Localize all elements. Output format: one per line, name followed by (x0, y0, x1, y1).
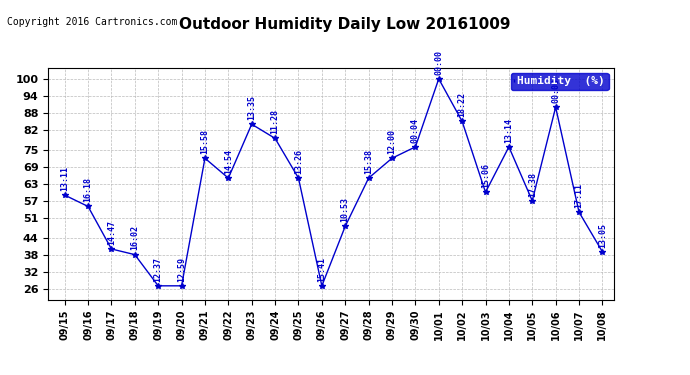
Text: Copyright 2016 Cartronics.com: Copyright 2016 Cartronics.com (7, 17, 177, 27)
Text: 15:58: 15:58 (201, 129, 210, 154)
Text: 11:28: 11:28 (270, 109, 279, 134)
Text: 17:38: 17:38 (528, 171, 537, 196)
Text: 00:00: 00:00 (551, 78, 560, 103)
Text: 15:38: 15:38 (364, 149, 373, 174)
Text: 13:11: 13:11 (60, 166, 69, 191)
Text: 14:54: 14:54 (224, 149, 233, 174)
Text: 17:11: 17:11 (575, 183, 584, 208)
Text: 13:05: 13:05 (598, 222, 607, 248)
Text: 16:02: 16:02 (130, 225, 139, 251)
Text: 13:14: 13:14 (504, 118, 513, 142)
Text: 15:41: 15:41 (317, 256, 326, 282)
Text: 16:18: 16:18 (83, 177, 92, 202)
Text: 00:04: 00:04 (411, 118, 420, 142)
Text: 13:26: 13:26 (294, 149, 303, 174)
Text: 14:47: 14:47 (107, 220, 116, 245)
Text: 15:06: 15:06 (481, 163, 490, 188)
Text: 00:00: 00:00 (434, 50, 443, 75)
Text: 10:53: 10:53 (341, 197, 350, 222)
Legend: Humidity  (%): Humidity (%) (511, 73, 609, 90)
Text: 18:22: 18:22 (457, 92, 466, 117)
Text: 12:37: 12:37 (154, 256, 163, 282)
Text: 12:00: 12:00 (388, 129, 397, 154)
Text: 12:59: 12:59 (177, 256, 186, 282)
Text: 13:35: 13:35 (247, 95, 256, 120)
Text: Outdoor Humidity Daily Low 20161009: Outdoor Humidity Daily Low 20161009 (179, 17, 511, 32)
